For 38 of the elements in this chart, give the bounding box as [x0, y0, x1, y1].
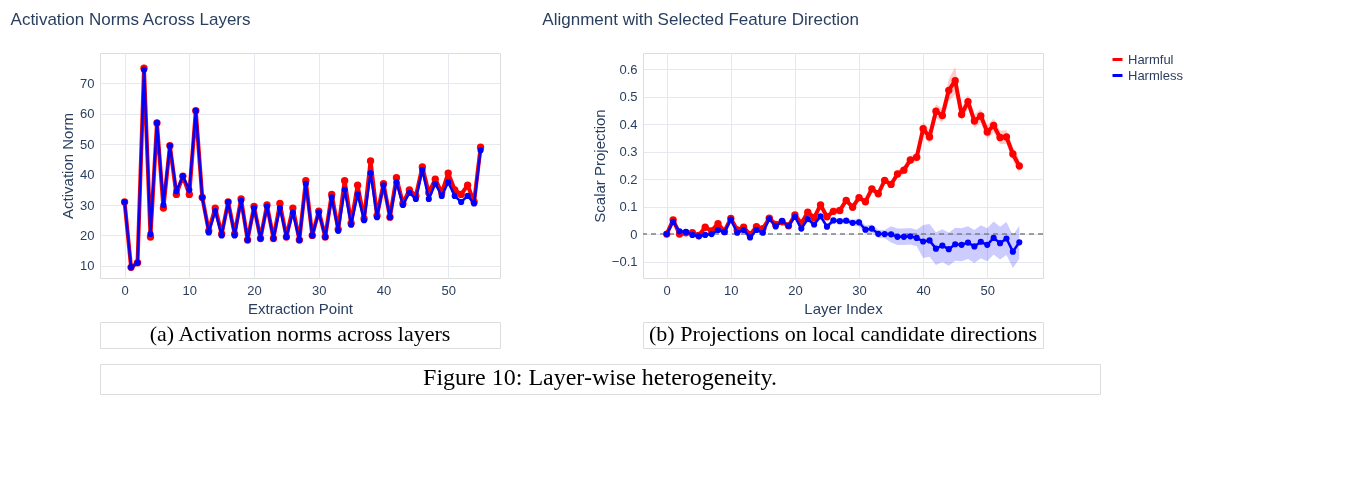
y-axis-title: Scalar Projection: [590, 109, 608, 223]
x-tick-label: 30: [312, 282, 327, 298]
x-tick-label: 50: [441, 282, 456, 298]
y-tick-label: 20: [80, 227, 95, 243]
y-tick-label: 30: [80, 197, 95, 213]
text: (a) Activation norms across layers: [149, 321, 451, 346]
x-axis-title: Extraction Point: [247, 299, 354, 317]
x-tick-label: 50: [980, 282, 995, 298]
x-tick-label: 10: [182, 282, 198, 298]
y-tick-label: 60: [80, 106, 95, 122]
x-tick-label: 40: [376, 282, 392, 298]
legend-label: Harmful: [1128, 51, 1174, 67]
x-tick-label: 20: [788, 282, 803, 298]
x-tick-label: 0: [121, 282, 129, 298]
y-tick-label: 0.1: [619, 199, 638, 215]
y-tick-label: 50: [80, 136, 95, 152]
x-tick-label: 30: [852, 282, 867, 298]
y-tick-label: 40: [80, 167, 95, 183]
y-tick-label: 0.4: [619, 116, 638, 132]
y-tick-label: 10: [80, 258, 95, 274]
x-tick-label: 40: [916, 282, 931, 298]
chart-title: Activation Norms Across Layers: [10, 10, 251, 29]
x-tick-label: 0: [663, 282, 671, 298]
legend-label: Harmless: [1128, 67, 1184, 83]
x-tick-label: 10: [724, 282, 739, 298]
x-axis-title: Layer Index: [804, 299, 884, 317]
y-axis-title: Activation Norm: [59, 113, 77, 219]
y-tick-label: 0: [630, 226, 638, 242]
text: (b) Projections on local candidate directions: [649, 321, 1037, 346]
x-tick-label: 20: [247, 282, 262, 298]
y-tick-label: 0.2: [619, 171, 638, 187]
chart-title: Alignment with Selected Feature Direction: [542, 10, 859, 29]
y-tick-label: 0.6: [619, 61, 638, 77]
y-tick-label: 0.5: [619, 89, 638, 105]
y-tick-label: −0.1: [611, 254, 638, 270]
y-tick-label: 0.3: [619, 144, 638, 160]
y-tick-label: 70: [80, 75, 95, 91]
caption: Figure 10: Layer-wise heterogeneity.: [423, 364, 777, 390]
